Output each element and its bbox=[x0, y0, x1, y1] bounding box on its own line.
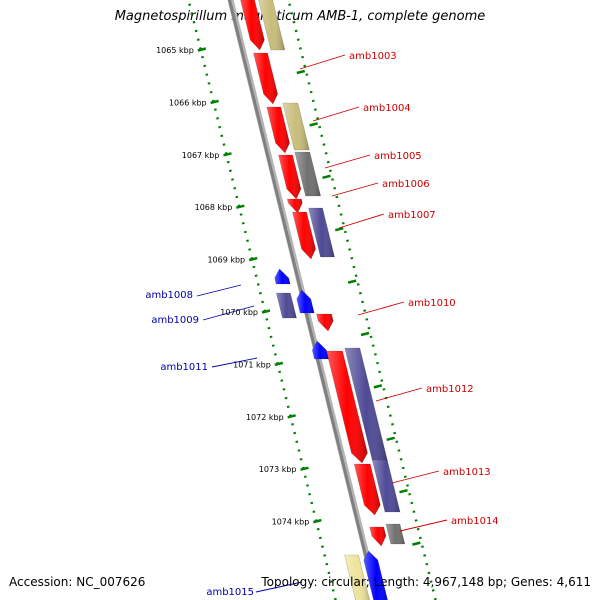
label-leader-line bbox=[312, 106, 360, 122]
label-leader-line bbox=[331, 182, 379, 197]
cog-amb1002[interactable] bbox=[257, 0, 286, 51]
tick-label: 1066 kbp bbox=[169, 98, 207, 107]
label-leader-line bbox=[357, 301, 405, 316]
tick-label: 1073 kbp bbox=[259, 465, 297, 474]
gene-label-amb1014[interactable]: amb1014 bbox=[451, 516, 499, 527]
label-leader-line bbox=[324, 154, 371, 169]
tick-mark-right bbox=[373, 384, 383, 389]
cog-amb1009[interactable] bbox=[275, 292, 297, 319]
cds-amb1002[interactable] bbox=[239, 0, 265, 51]
gene-labels: amb1003 amb1004 amb1005 amb1006 amb1007 amb10… bbox=[145, 51, 498, 598]
tick-label: 1065 kbp bbox=[156, 46, 194, 55]
tick-mark-left bbox=[197, 47, 207, 52]
tick-mark-right bbox=[296, 69, 306, 75]
label-leader-line bbox=[391, 470, 440, 484]
tick-label: 1074 kbp bbox=[272, 518, 310, 527]
gene-label-amb1004[interactable]: amb1004 bbox=[363, 103, 411, 114]
tick-label: 1068 kbp bbox=[195, 203, 233, 212]
tick-mark-right bbox=[347, 279, 357, 284]
label-leader-line bbox=[196, 284, 242, 297]
tick-mark-left bbox=[248, 256, 258, 262]
accession-text: Accession: NC_007626 bbox=[9, 575, 146, 589]
cds-amb1005[interactable] bbox=[278, 154, 302, 200]
cog-amb1004[interactable] bbox=[282, 102, 310, 151]
gene-label-amb1009[interactable]: amb1009 bbox=[151, 315, 199, 326]
gene-label-amb1011[interactable]: amb1011 bbox=[160, 362, 208, 373]
tick-label: 1070 kbp bbox=[220, 308, 258, 317]
tick-mark-right bbox=[399, 488, 408, 494]
cog-amb1014[interactable] bbox=[385, 523, 406, 545]
label-leader-line bbox=[399, 519, 448, 532]
gene-label-amb1007[interactable]: amb1007 bbox=[388, 210, 436, 221]
cds-amb1012[interactable] bbox=[326, 350, 368, 464]
tick-marks: 1065 kbp 1066 kbp 1067 kbp 1068 kbp 1069 kbp… bbox=[156, 0, 437, 600]
cds-amb1010[interactable] bbox=[316, 313, 334, 332]
tick-mark-right bbox=[360, 331, 370, 337]
cds-amb1007[interactable] bbox=[292, 211, 316, 260]
tick-mark-right bbox=[386, 436, 395, 442]
tick-mark-left bbox=[236, 204, 245, 209]
tick-label: 1072 kbp bbox=[246, 413, 284, 422]
left-tick-rail bbox=[187, 0, 337, 600]
cog-amb1013[interactable] bbox=[371, 459, 401, 513]
cds-amb1004[interactable] bbox=[266, 106, 290, 154]
tick-mark-left bbox=[261, 309, 271, 314]
tick-label: 1069 kbp bbox=[207, 256, 245, 265]
gene-label-amb1006[interactable]: amb1006 bbox=[382, 179, 430, 190]
label-leader-line bbox=[202, 305, 255, 321]
label-leader-line bbox=[375, 387, 423, 402]
tick-mark-right bbox=[309, 122, 318, 127]
tick-mark-left bbox=[274, 361, 284, 367]
cds-amb1003[interactable] bbox=[253, 52, 278, 105]
tick-label: 1067 kbp bbox=[182, 151, 220, 160]
gene-label-amb1010[interactable]: amb1010 bbox=[408, 298, 456, 309]
genome-title: Magnetospirillum magneticum AMB-1, compl… bbox=[114, 9, 486, 24]
tick-mark-right bbox=[335, 226, 344, 232]
tick-mark-right bbox=[412, 541, 421, 546]
tick-mark-left bbox=[300, 466, 309, 471]
cds-amb1011[interactable] bbox=[311, 340, 329, 360]
tick-label: 1071 kbp bbox=[233, 360, 271, 369]
cds-amb1013[interactable] bbox=[353, 463, 381, 516]
gene-label-amb1008[interactable]: amb1008 bbox=[145, 290, 193, 301]
gene-features bbox=[239, 0, 406, 600]
tick-mark-right bbox=[322, 174, 331, 180]
gene-label-amb1012[interactable]: amb1012 bbox=[426, 384, 474, 395]
tick-mark-left bbox=[210, 99, 219, 105]
label-leader-line bbox=[338, 213, 385, 229]
gene-label-amb1015[interactable]: amb1015 bbox=[206, 587, 254, 598]
cds-amb1015[interactable] bbox=[363, 550, 389, 600]
right-tick-rail bbox=[287, 0, 437, 600]
tick-mark-left bbox=[223, 152, 232, 157]
label-leader-line bbox=[255, 581, 303, 593]
cog-amb1005[interactable] bbox=[294, 151, 321, 197]
cds-amb1009[interactable] bbox=[296, 289, 315, 314]
gene-label-amb1013[interactable]: amb1013 bbox=[443, 467, 491, 478]
cds-amb1006[interactable] bbox=[286, 198, 303, 214]
label-leader-line bbox=[211, 357, 258, 368]
tick-mark-left bbox=[313, 518, 322, 524]
tick-mark-left bbox=[287, 414, 296, 419]
topology-text: Topology: circular; Length: 4,967,148 bp… bbox=[261, 575, 591, 589]
cds-amb1008[interactable] bbox=[274, 268, 291, 285]
cog-amb1007[interactable] bbox=[308, 207, 335, 258]
gene-label-amb1003[interactable]: amb1003 bbox=[349, 51, 397, 62]
label-leader-line bbox=[299, 54, 346, 70]
gene-label-amb1005[interactable]: amb1005 bbox=[374, 151, 422, 162]
cog-amb1015[interactable] bbox=[344, 554, 371, 600]
cds-amb1014[interactable] bbox=[369, 526, 387, 547]
